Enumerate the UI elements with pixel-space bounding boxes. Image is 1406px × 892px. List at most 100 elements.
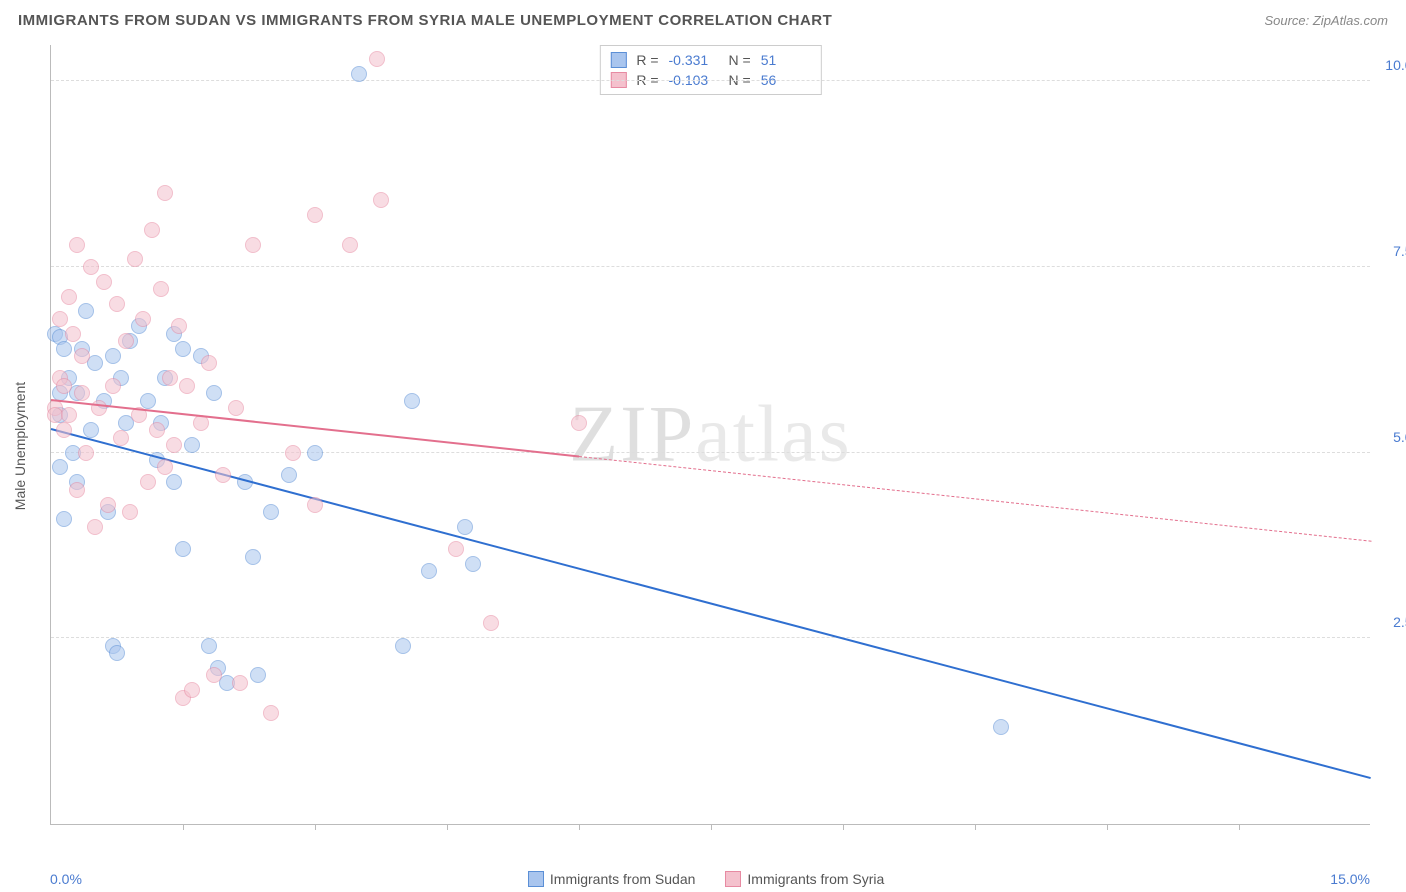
data-point bbox=[144, 222, 160, 238]
data-point bbox=[307, 445, 323, 461]
data-point bbox=[175, 341, 191, 357]
gridline bbox=[51, 80, 1370, 81]
data-point bbox=[105, 378, 121, 394]
y-axis-title: Male Unemployment bbox=[12, 382, 28, 510]
watermark-bold: ZIP bbox=[569, 390, 695, 478]
data-point bbox=[201, 355, 217, 371]
y-tick-label: 2.5% bbox=[1393, 614, 1406, 630]
data-point bbox=[457, 519, 473, 535]
data-point bbox=[263, 504, 279, 520]
legend-item-sudan: Immigrants from Sudan bbox=[528, 871, 696, 887]
data-point bbox=[228, 400, 244, 416]
legend-swatch-sudan bbox=[528, 871, 544, 887]
x-tick bbox=[183, 824, 184, 830]
data-point bbox=[206, 385, 222, 401]
data-point bbox=[83, 422, 99, 438]
data-point bbox=[166, 437, 182, 453]
legend-swatch-syria bbox=[725, 871, 741, 887]
data-point bbox=[395, 638, 411, 654]
data-point bbox=[96, 274, 112, 290]
data-point bbox=[56, 378, 72, 394]
data-point bbox=[127, 251, 143, 267]
data-point bbox=[100, 497, 116, 513]
watermark-thin: atlas bbox=[695, 390, 852, 478]
trend-line bbox=[579, 456, 1371, 542]
data-point bbox=[149, 422, 165, 438]
n-value-sudan: 51 bbox=[761, 52, 811, 68]
data-point bbox=[56, 511, 72, 527]
stats-row-sudan: R = -0.331 N = 51 bbox=[610, 50, 810, 70]
x-origin-label: 0.0% bbox=[50, 871, 82, 887]
data-point bbox=[232, 675, 248, 691]
data-point bbox=[157, 459, 173, 475]
data-point bbox=[69, 237, 85, 253]
data-point bbox=[65, 326, 81, 342]
data-point bbox=[171, 318, 187, 334]
data-point bbox=[369, 51, 385, 67]
data-point bbox=[69, 482, 85, 498]
data-point bbox=[245, 549, 261, 565]
data-point bbox=[91, 400, 107, 416]
data-point bbox=[184, 682, 200, 698]
data-point bbox=[78, 303, 94, 319]
x-tick bbox=[1239, 824, 1240, 830]
data-point bbox=[351, 66, 367, 82]
data-point bbox=[342, 237, 358, 253]
data-point bbox=[307, 497, 323, 513]
data-point bbox=[263, 705, 279, 721]
data-point bbox=[206, 667, 222, 683]
legend-label-syria: Immigrants from Syria bbox=[747, 871, 884, 887]
data-point bbox=[404, 393, 420, 409]
data-point bbox=[61, 289, 77, 305]
data-point bbox=[465, 556, 481, 572]
data-point bbox=[175, 541, 191, 557]
data-point bbox=[74, 385, 90, 401]
x-tick bbox=[1107, 824, 1108, 830]
data-point bbox=[83, 259, 99, 275]
legend-item-syria: Immigrants from Syria bbox=[725, 871, 884, 887]
data-point bbox=[281, 467, 297, 483]
data-point bbox=[483, 615, 499, 631]
x-tick bbox=[447, 824, 448, 830]
x-tick bbox=[843, 824, 844, 830]
data-point bbox=[571, 415, 587, 431]
source-label: Source: ZipAtlas.com bbox=[1264, 13, 1388, 28]
data-point bbox=[153, 281, 169, 297]
data-point bbox=[285, 445, 301, 461]
data-point bbox=[52, 311, 68, 327]
data-point bbox=[78, 445, 94, 461]
chart-title: IMMIGRANTS FROM SUDAN VS IMMIGRANTS FROM… bbox=[18, 12, 832, 29]
stats-legend-box: R = -0.331 N = 51 R = -0.103 N = 56 bbox=[599, 45, 821, 95]
gridline bbox=[51, 452, 1370, 453]
data-point bbox=[87, 519, 103, 535]
r-value-sudan: -0.331 bbox=[669, 52, 719, 68]
y-tick-label: 5.0% bbox=[1393, 429, 1406, 445]
data-point bbox=[140, 474, 156, 490]
x-axis-footer: 0.0% Immigrants from Sudan Immigrants fr… bbox=[50, 871, 1370, 887]
r-label-sudan: R = bbox=[636, 52, 658, 68]
x-tick bbox=[315, 824, 316, 830]
trend-line bbox=[51, 428, 1372, 779]
y-tick-label: 7.5% bbox=[1393, 243, 1406, 259]
scatter-chart: ZIPatlas R = -0.331 N = 51 R = -0.103 N … bbox=[50, 45, 1370, 825]
data-point bbox=[215, 467, 231, 483]
data-point bbox=[109, 645, 125, 661]
data-point bbox=[56, 422, 72, 438]
x-tick bbox=[975, 824, 976, 830]
chart-header: IMMIGRANTS FROM SUDAN VS IMMIGRANTS FROM… bbox=[18, 12, 1388, 29]
data-point bbox=[166, 474, 182, 490]
data-point bbox=[52, 459, 68, 475]
data-point bbox=[421, 563, 437, 579]
swatch-sudan bbox=[610, 52, 626, 68]
data-point bbox=[118, 333, 134, 349]
data-point bbox=[179, 378, 195, 394]
data-point bbox=[74, 348, 90, 364]
watermark: ZIPatlas bbox=[569, 389, 852, 480]
data-point bbox=[61, 407, 77, 423]
legend-bottom: Immigrants from Sudan Immigrants from Sy… bbox=[528, 871, 884, 887]
data-point bbox=[993, 719, 1009, 735]
data-point bbox=[184, 437, 200, 453]
data-point bbox=[250, 667, 266, 683]
legend-label-sudan: Immigrants from Sudan bbox=[550, 871, 696, 887]
data-point bbox=[157, 185, 173, 201]
